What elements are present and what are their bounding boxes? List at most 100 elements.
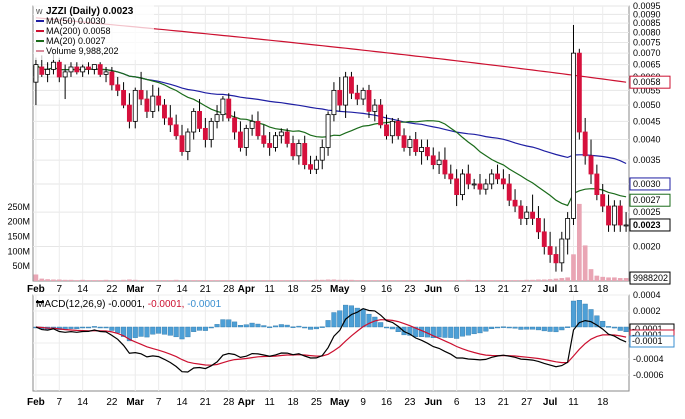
candlestick [506,173,512,207]
histogram-bar [530,326,536,330]
volume-bar [372,280,378,281]
candlestick [80,64,86,77]
volume-bar [331,279,337,281]
volume-bar [623,278,629,281]
volume-bar [495,280,500,281]
candlestick [553,246,559,272]
candlestick [74,62,80,75]
macd-label: MACD(12,26,9) [36,299,105,310]
candlestick [214,105,220,129]
histogram-bar [448,326,454,338]
candlestick [582,117,588,165]
volume-bar [214,280,220,281]
date-tick-label: 18 [287,284,299,295]
histogram-bar [389,326,395,330]
histogram-bar [249,322,255,328]
histogram-bar [547,326,553,332]
candlestick [524,206,530,225]
histogram-bar [506,326,512,329]
volume-bar [407,280,413,281]
candlestick [273,132,278,152]
histogram-bar [489,326,495,329]
macd-x-axis: Feb 7 14 22 Mar 7 14 21 28 Apr 11 18 25 May 9 16 23 Jun 6 1… [27,397,609,408]
candlestick [162,99,167,125]
macd-histogram [33,300,629,342]
histogram-bar [512,326,518,329]
legend-label: MA(50) 0.0030 [46,16,106,26]
candlestick [541,218,547,255]
candlestick [91,64,97,75]
volume-bar [465,279,471,281]
histogram-bar [366,313,372,328]
volume-bar [109,280,115,281]
histogram-bar [191,326,197,332]
histogram-bar [535,326,541,331]
candlestick [343,71,349,118]
histogram-bar [185,326,191,338]
candlestick [576,48,582,140]
candlestick [360,87,366,106]
candlestick [571,24,576,225]
histogram-bar [524,326,530,330]
volume-tick-label: 100M [7,246,30,256]
histogram-bar [459,326,466,337]
histogram-bar [196,326,203,331]
histogram-bar [167,326,173,336]
chart-legend: JZZI (Daily) 0.0023 w MA(50) 0.0030MA(20… [34,4,154,60]
histogram-bar [284,324,290,328]
histogram-value: -0.0001 [187,299,221,310]
signal-line [35,319,627,366]
current-value-tag: 0.0023 [629,218,671,232]
histogram-bar [623,326,629,332]
candlestick [179,124,185,156]
price-tick-label: 0.0035 [633,155,661,165]
date-tick-label: 21 [200,284,212,295]
macd-legend-swatch [36,301,44,303]
candlestick [395,117,401,140]
candlestick [261,124,267,148]
volume-bar [518,280,524,281]
candlestick [290,135,296,161]
volume-bar [150,280,156,281]
candlestick [559,231,565,272]
candlestick [232,111,238,140]
candlestick [483,178,489,195]
macd-line [35,307,627,373]
volume-bar [226,280,232,281]
volume-bar [197,280,202,281]
volume-bar [536,279,541,281]
candlestick [237,121,243,152]
candlestick [442,147,448,179]
volume-bar [483,280,489,281]
histogram-bar [477,326,483,334]
candlestick [150,84,156,118]
volume-bar [419,280,424,281]
date-tick-label: 28 [223,397,235,408]
date-tick-label: 23 [404,284,416,295]
volume-bar [612,277,617,281]
volume-bar [203,280,208,281]
date-tick-label: May [330,284,350,295]
volume-bar [576,203,582,281]
candlestick [115,76,121,97]
candlestick [454,169,460,207]
volume-bar [243,280,249,281]
histogram-bar [430,326,436,338]
histogram-bar [553,326,559,333]
volume-bar [249,280,255,281]
date-tick-label: 21 [498,397,510,408]
volume-bar [588,269,594,281]
candlestick [337,76,343,112]
volume-bar [191,280,197,281]
histogram-bar [617,326,623,331]
date-tick-label: 9 [360,284,366,295]
candlestick [197,99,202,133]
candlestick [384,114,389,140]
histogram-bar [360,308,366,328]
histogram-bar [255,323,261,328]
histogram-bar [565,326,571,328]
histogram-bar [483,326,489,332]
volume-bar [97,280,103,281]
volume-bar [103,279,109,281]
